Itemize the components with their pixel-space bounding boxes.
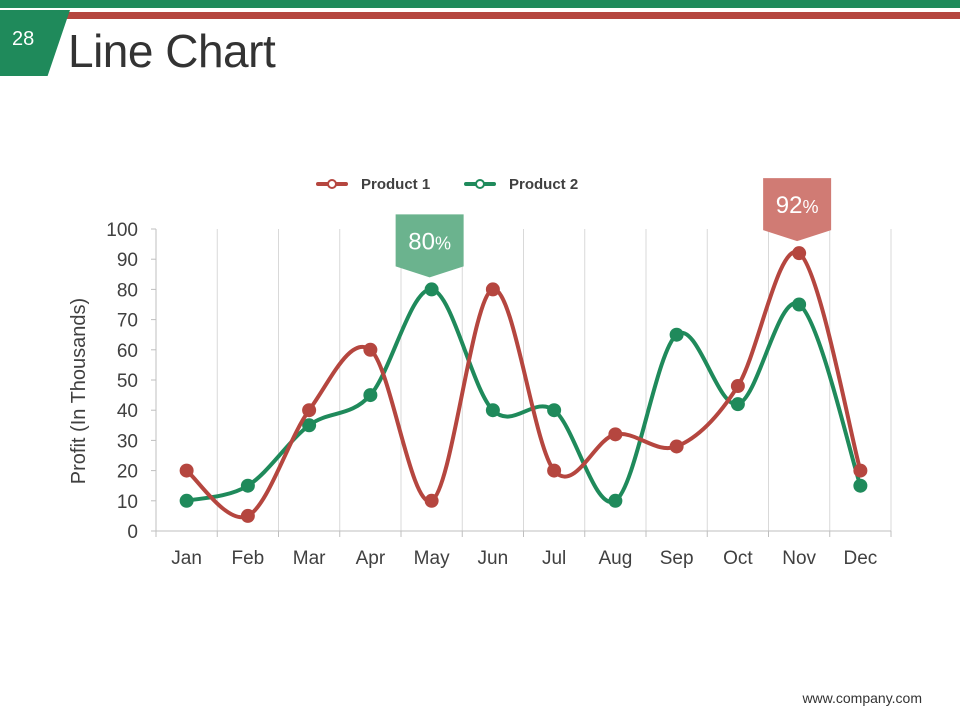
y-tick-label: 40 [117, 401, 138, 422]
series-layer [179, 246, 868, 523]
y-tick-label: 60 [117, 341, 138, 362]
callout-label: 80% [408, 228, 451, 255]
y-axis-label: Profit (In Thousands) [68, 298, 90, 484]
x-tick-label: Sep [660, 548, 694, 569]
data-point-product-1 [424, 493, 439, 508]
y-tick-label: 20 [117, 462, 138, 483]
x-tick-label: Feb [232, 548, 265, 569]
data-point-product-1 [485, 282, 500, 297]
data-point-product-2 [669, 327, 684, 342]
x-tick-label: Apr [356, 548, 386, 569]
data-point-product-1 [240, 508, 255, 523]
data-point-product-1 [853, 463, 868, 478]
data-point-product-1 [179, 463, 194, 478]
axis-layer: 0 10 20 30 40 50 60 70 80 90 100 Jan Feb Mar Apr May Jun… [106, 220, 892, 569]
y-tick-label: 30 [117, 431, 138, 452]
data-point-product-2 [424, 282, 439, 297]
legend-marker-icon [327, 179, 337, 189]
x-tick-label: Jun [478, 548, 509, 569]
data-point-product-1 [302, 403, 317, 418]
callout-nov: 92% [763, 178, 832, 242]
data-point-product-1 [669, 439, 684, 454]
data-point-product-2 [302, 418, 317, 433]
x-tick-label: Jul [542, 548, 566, 569]
y-tick-label: 0 [127, 522, 138, 543]
x-tick-label: May [414, 548, 450, 569]
data-point-product-1 [730, 379, 745, 394]
page-title: Line Chart [68, 25, 276, 77]
y-tick-label: 80 [117, 280, 138, 301]
legend-item-product-2: Product 2 [464, 176, 578, 193]
callout-layer: 80% 92% [395, 178, 832, 278]
data-point-product-1 [547, 463, 562, 478]
series-product-1 [179, 246, 868, 523]
data-point-product-1 [608, 427, 623, 442]
data-point-product-2 [792, 297, 807, 312]
y-tick-label: 70 [117, 311, 138, 332]
data-point-product-2 [363, 388, 378, 403]
grid-layer [155, 229, 892, 531]
x-tick-label: Jan [171, 548, 202, 569]
data-point-product-2 [547, 403, 562, 418]
footer-url: www.company.com [802, 690, 922, 706]
legend-label: Product 2 [509, 176, 578, 193]
x-tick-label: Aug [598, 548, 632, 569]
callout-shape [763, 178, 832, 242]
x-tick-label: Mar [293, 548, 326, 569]
y-tick-label: 100 [106, 220, 138, 241]
data-point-product-2 [853, 478, 868, 493]
legend-label: Product 1 [361, 176, 430, 193]
data-point-product-1 [363, 342, 378, 357]
data-point-product-1 [792, 246, 807, 261]
callout-label: 92% [776, 192, 819, 219]
callout-shape [395, 214, 464, 278]
y-tick-label: 90 [117, 250, 138, 271]
data-point-product-2 [240, 478, 255, 493]
x-tick-label: Dec [843, 548, 877, 569]
top-accent-bar-green [0, 0, 960, 8]
data-point-product-2 [730, 397, 745, 412]
top-accent-bar-red [60, 12, 960, 19]
page-number: 28 [12, 28, 35, 50]
legend-item-product-1: Product 1 [316, 176, 430, 193]
x-tick-label: Nov [782, 548, 816, 569]
series-product-2 [179, 282, 868, 508]
legend-marker-icon [475, 179, 485, 189]
legend: Product 1 Product 2 [316, 176, 578, 193]
x-tick-label: Oct [723, 548, 753, 569]
data-point-product-2 [179, 493, 194, 508]
y-tick-label: 10 [117, 492, 138, 513]
callout-may: 80% [395, 214, 464, 278]
data-point-product-2 [485, 403, 500, 418]
data-point-product-2 [608, 493, 623, 508]
y-tick-label: 50 [117, 371, 138, 392]
